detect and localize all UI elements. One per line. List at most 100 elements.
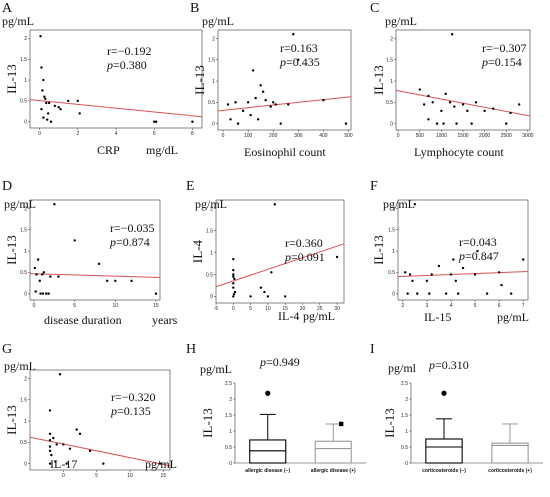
y-tick-label: 1.5 — [388, 228, 395, 234]
data-point — [440, 109, 443, 113]
y-axis-label: IL-13 — [192, 65, 207, 95]
y-tick-label: 0.5 — [386, 100, 393, 106]
r-value: r=−0.307 — [482, 41, 527, 55]
data-point — [259, 286, 263, 289]
data-point — [47, 292, 50, 295]
data-point — [42, 271, 46, 274]
data-point — [263, 290, 266, 294]
y-tick-label: 0.5 — [401, 445, 408, 451]
x-tick-label: 2500 — [501, 133, 512, 139]
data-point — [428, 292, 431, 295]
box-iqr — [491, 442, 529, 464]
data-point — [233, 290, 237, 294]
y-tick-label: 1 — [24, 419, 27, 425]
data-point — [470, 122, 473, 125]
box-2: allergic disease (+) — [311, 421, 356, 474]
y-tick-label: 0 — [24, 120, 27, 126]
data-point — [54, 460, 57, 463]
data-point — [442, 122, 445, 125]
data-point — [226, 103, 230, 106]
data-point — [38, 279, 41, 283]
data-point — [270, 271, 273, 274]
x-tick-label: 7 — [522, 303, 525, 309]
y-tick-label: 0.5 — [206, 272, 213, 278]
data-point — [191, 120, 194, 123]
y-tick-label: 1 — [24, 249, 27, 255]
y-unit: pg/mL — [202, 14, 234, 28]
box-1: corticosteroids (−) — [422, 390, 466, 474]
data-point — [251, 69, 255, 72]
data-point — [62, 443, 65, 446]
y-unit: pg/mL — [195, 197, 227, 211]
data-point — [236, 122, 240, 125]
x-tick-label: 5 — [95, 473, 98, 479]
data-point — [444, 92, 447, 96]
box-2: corticosteroids (+) — [488, 423, 532, 474]
x-tick-label: 2 — [401, 303, 404, 309]
panel-letter: F — [370, 179, 378, 194]
data-point — [292, 33, 295, 36]
x-tick-label: 100 — [244, 133, 253, 139]
x-tick-label: 0 — [232, 306, 235, 312]
x-tick-label: 25 — [317, 306, 323, 312]
data-point — [39, 292, 42, 295]
y-tick-label: 0 — [392, 291, 395, 297]
y-tick-label: 2 — [405, 397, 408, 403]
regression-line — [395, 89, 531, 117]
data-point — [505, 122, 508, 125]
x-axis-label: disease duration — [44, 313, 122, 327]
x-tick-label: 15 — [153, 303, 159, 309]
data-point — [158, 462, 162, 465]
data-point — [233, 277, 236, 281]
x-tick-label: 30 — [334, 306, 340, 312]
y-tick-label: 1.5 — [208, 58, 215, 64]
x-unit: pg/mL — [303, 309, 335, 323]
y-axis-label: IL-13 — [371, 235, 386, 265]
data-point — [266, 295, 270, 298]
r-value: r=0.360 — [285, 236, 323, 250]
x-tick-label: 10 — [113, 303, 119, 309]
y-tick-label: 1 — [24, 78, 27, 84]
y-tick-label: 2 — [229, 397, 232, 403]
panel-h: Hpg/mL IL-13 0 0.5 1 1.5 2 2.5 p=0.949 allergic d… — [186, 342, 366, 474]
data-point — [449, 273, 453, 276]
data-point — [41, 89, 44, 92]
p-value: p=0.435 — [279, 55, 320, 69]
data-point — [88, 449, 92, 453]
x-tick-label: 10 — [265, 306, 271, 312]
data-point — [272, 101, 275, 104]
data-point — [435, 122, 439, 125]
y-tick-label: 1.5 — [20, 57, 27, 63]
x-tick-label: 5 — [249, 306, 252, 312]
y-tick-label: 0.5 — [388, 270, 395, 276]
x-axis-label: Eosinophil count — [244, 145, 326, 159]
x-tick-label: 15 — [161, 473, 167, 479]
data-point — [509, 111, 512, 115]
y-axis-label: IL-13 — [4, 235, 19, 265]
data-point — [53, 104, 57, 108]
x-axis-label: IL-17 — [50, 457, 77, 471]
data-point — [234, 101, 237, 104]
y-tick-label: 1.5 — [20, 228, 27, 234]
x-tick-label: 2 — [76, 131, 79, 137]
y-axis-label: IL-4 — [190, 239, 205, 263]
y-tick-label: 1 — [229, 429, 232, 435]
data-point — [50, 453, 53, 457]
x-tick-label: 6 — [498, 303, 501, 309]
x-tick-label: 8 — [191, 131, 194, 137]
data-point — [483, 109, 486, 113]
x-tick-label: 3 — [425, 303, 428, 309]
data-point — [431, 101, 434, 104]
y-tick-label: 2 — [24, 36, 27, 42]
data-point — [283, 295, 287, 298]
data-point — [335, 255, 339, 259]
data-point — [497, 271, 501, 274]
x-tick-label: 6 — [153, 131, 156, 137]
y-axis-label: IL-13 — [382, 408, 397, 438]
data-point — [232, 286, 235, 289]
outlier-square — [338, 421, 344, 427]
category-label: corticosteroids (+) — [488, 468, 532, 474]
data-point — [105, 279, 109, 283]
y-tick-label: 1.5 — [225, 413, 232, 419]
regression-line — [397, 270, 529, 278]
